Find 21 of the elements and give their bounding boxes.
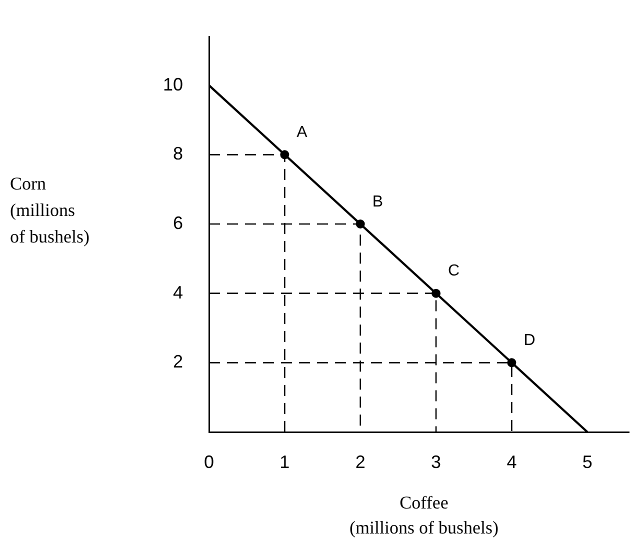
point (356, 220, 365, 228)
annotation: D (524, 332, 536, 350)
x-tick-label: 3 (431, 452, 442, 472)
x-axis-title: Coffee (millions of bushels) (350, 492, 498, 538)
annotation: A (296, 124, 308, 142)
y-tick-label: 10 (162, 74, 183, 94)
x-tick-label: 5 (582, 452, 592, 472)
x-tick-label: 1 (280, 452, 290, 472)
y-tick-label: 8 (172, 144, 183, 164)
annotation: C (448, 262, 460, 280)
y-tick-label: 4 (172, 282, 183, 302)
y-tick-label: 2 (172, 352, 183, 372)
x-tick-label: 2 (355, 452, 366, 472)
point (507, 358, 516, 368)
x-tick-label: 4 (506, 452, 517, 472)
annotation: B (372, 193, 384, 210)
x-tick-label: 0 (204, 452, 214, 472)
y-tick-label: 6 (172, 212, 183, 233)
point (280, 150, 290, 160)
y-axis-title: Corn (millions of bushels) (10, 174, 90, 247)
point (432, 288, 441, 298)
